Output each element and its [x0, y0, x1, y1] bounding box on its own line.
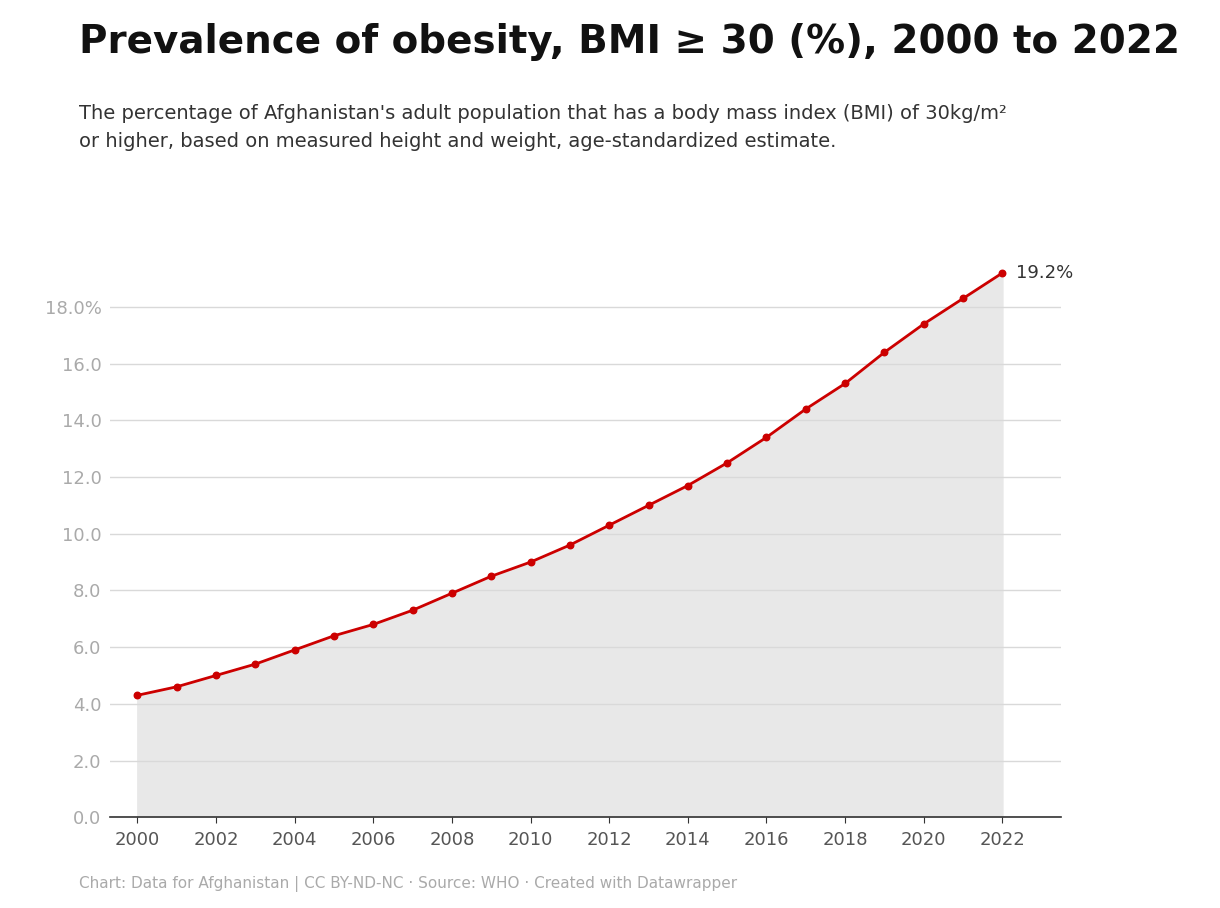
Point: [325, 628, 344, 643]
Point: [128, 688, 148, 703]
Point: [953, 291, 972, 306]
Point: [875, 345, 894, 360]
Point: [599, 518, 619, 532]
Point: [993, 266, 1013, 281]
Point: [167, 679, 187, 694]
Point: [521, 555, 540, 569]
Point: [717, 456, 737, 470]
Point: [482, 569, 501, 584]
Text: Chart: Data for Afghanistan | CC BY-ND-NC · Source: WHO · Created with Datawrapp: Chart: Data for Afghanistan | CC BY-ND-N…: [79, 875, 737, 892]
Point: [639, 498, 659, 513]
Text: The percentage of Afghanistan's adult population that has a body mass index (BMI: The percentage of Afghanistan's adult po…: [79, 104, 1008, 152]
Point: [206, 668, 226, 683]
Point: [678, 479, 698, 493]
Text: Prevalence of obesity, BMI ≥ 30 (%), 2000 to 2022: Prevalence of obesity, BMI ≥ 30 (%), 200…: [79, 23, 1180, 61]
Point: [914, 317, 933, 331]
Point: [245, 656, 265, 671]
Point: [284, 643, 304, 657]
Point: [403, 603, 422, 617]
Point: [836, 376, 855, 390]
Text: 19.2%: 19.2%: [1016, 264, 1074, 281]
Point: [364, 617, 383, 632]
Point: [442, 586, 461, 600]
Point: [560, 538, 580, 552]
Point: [756, 430, 776, 445]
Point: [795, 401, 815, 416]
